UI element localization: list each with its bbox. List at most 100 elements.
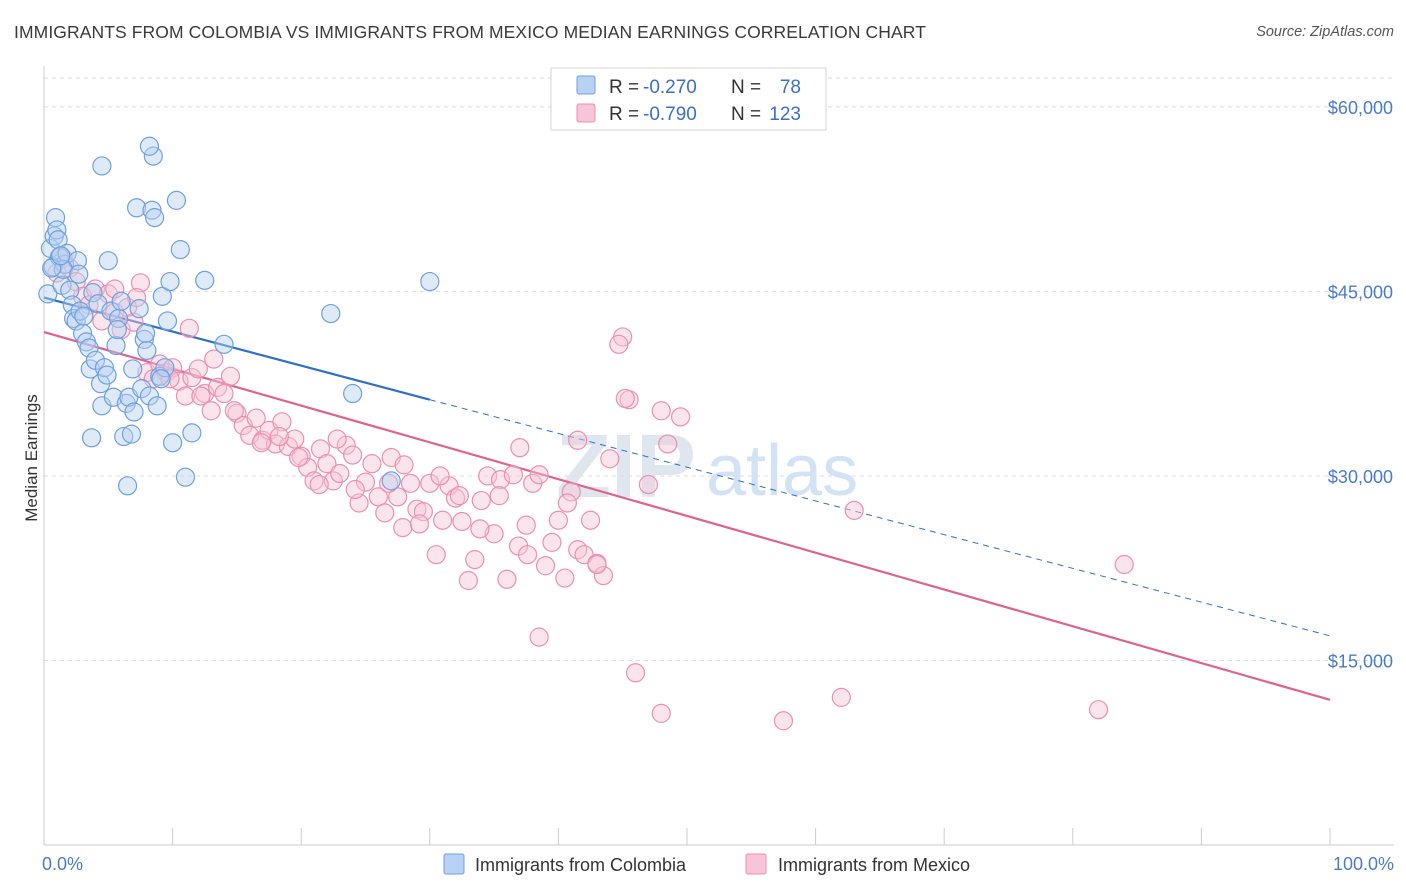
point-colombia <box>107 319 127 340</box>
point-mexico <box>670 407 691 427</box>
point-mexico <box>272 412 292 432</box>
point-colombia <box>111 291 131 311</box>
stats-r-value-mexico: -0.790 <box>643 104 697 125</box>
point-colombia <box>83 283 103 303</box>
point-colombia <box>143 146 163 166</box>
point-mexico <box>126 287 147 308</box>
point-mexico <box>327 429 347 449</box>
stats-swatch-mexico <box>576 103 596 123</box>
stats-n-value-colombia: 78 <box>780 77 801 98</box>
point-mexico <box>615 388 635 409</box>
chart-title: IMMIGRANTS FROM COLOMBIA VS IMMIGRANTS F… <box>14 22 926 42</box>
y-tick-label: $30,000 <box>1328 467 1393 487</box>
point-mexico <box>529 627 549 647</box>
point-mexico <box>510 438 530 458</box>
source-note: Source: ZipAtlas.com <box>1256 24 1394 40</box>
point-colombia <box>81 428 102 448</box>
legend-label-colombia[interactable]: Immigrants from Colombia <box>475 855 687 875</box>
point-mexico <box>470 519 490 539</box>
stats-n-label-mexico: N = <box>731 104 766 125</box>
point-mexico <box>593 565 614 586</box>
point-colombia <box>94 358 115 378</box>
point-colombia <box>117 476 138 496</box>
point-mexico <box>651 703 671 723</box>
point-mexico <box>179 318 199 338</box>
y-axis-title: Median Earnings <box>22 394 41 522</box>
point-mexico <box>201 401 221 421</box>
point-mexico <box>471 490 491 511</box>
point-colombia <box>144 208 165 228</box>
point-mexico <box>269 426 289 447</box>
point-mexico <box>85 279 106 299</box>
point-mexico <box>345 479 365 500</box>
point-mexico <box>449 486 469 506</box>
point-mexico <box>458 570 478 591</box>
point-colombia <box>134 329 154 350</box>
point-mexico <box>638 474 659 495</box>
point-mexico <box>375 503 395 523</box>
point-colombia <box>114 426 134 447</box>
point-mexico <box>251 433 271 453</box>
point-mexico <box>413 502 433 522</box>
point-mexico <box>430 466 450 486</box>
point-mexico <box>478 466 498 486</box>
point-colombia <box>121 424 142 444</box>
point-mexico <box>1114 554 1134 575</box>
point-mexico <box>246 408 266 428</box>
point-colombia <box>98 251 118 271</box>
point-colombia <box>182 423 202 443</box>
point-mexico <box>529 465 549 485</box>
point-mexico <box>105 279 125 299</box>
point-colombia <box>124 402 144 422</box>
point-colombia <box>60 280 80 300</box>
point-mexico <box>227 403 247 423</box>
point-colombia <box>152 286 172 306</box>
point-mexico <box>214 383 234 404</box>
point-colombia <box>147 396 167 416</box>
point-mexico <box>433 510 453 530</box>
point-colombia <box>420 271 440 292</box>
point-mexico <box>355 472 376 492</box>
point-mexico <box>587 554 607 575</box>
point-colombia <box>214 334 234 354</box>
point-colombia <box>160 271 180 292</box>
point-mexico <box>844 500 864 520</box>
point-mexico <box>409 514 430 534</box>
trend-line-colombia-extrapolated <box>429 399 1331 637</box>
point-mexico <box>542 532 562 552</box>
stats-r-label-colombia: R = <box>609 77 644 98</box>
point-mexico <box>535 556 556 576</box>
point-mexico <box>188 359 208 379</box>
legend-label-mexico[interactable]: Immigrants from Mexico <box>778 855 970 875</box>
point-colombia <box>163 433 183 453</box>
point-colombia <box>126 198 147 218</box>
point-mexico <box>204 349 224 369</box>
point-mexico <box>130 273 151 293</box>
point-colombia <box>38 284 58 304</box>
point-colombia <box>139 386 160 406</box>
point-mexico <box>658 434 678 454</box>
point-mexico <box>317 454 337 474</box>
point-mexico <box>420 473 440 493</box>
y-tick-label: $60,000 <box>1328 98 1393 118</box>
point-colombia <box>101 301 121 321</box>
point-mexico <box>362 454 382 474</box>
point-colombia <box>74 306 94 326</box>
point-mexico <box>568 540 588 560</box>
legend-swatch-mexico[interactable] <box>745 853 767 875</box>
point-colombia <box>139 136 160 156</box>
point-mexico <box>1088 700 1109 720</box>
point-mexico <box>379 473 399 493</box>
point-colombia <box>137 340 157 361</box>
stats-n-label-colombia: N = <box>731 77 766 98</box>
point-colombia <box>106 335 126 356</box>
x-tick-label-min: 0.0% <box>42 854 83 874</box>
point-colombia <box>129 299 149 319</box>
stats-r-label-mexico: R = <box>609 104 644 125</box>
stats-n-value-mexico: 123 <box>769 104 801 125</box>
point-mexico <box>452 511 472 532</box>
legend-swatch-colombia[interactable] <box>443 853 465 875</box>
point-colombia <box>79 338 99 358</box>
point-colombia <box>157 311 178 331</box>
